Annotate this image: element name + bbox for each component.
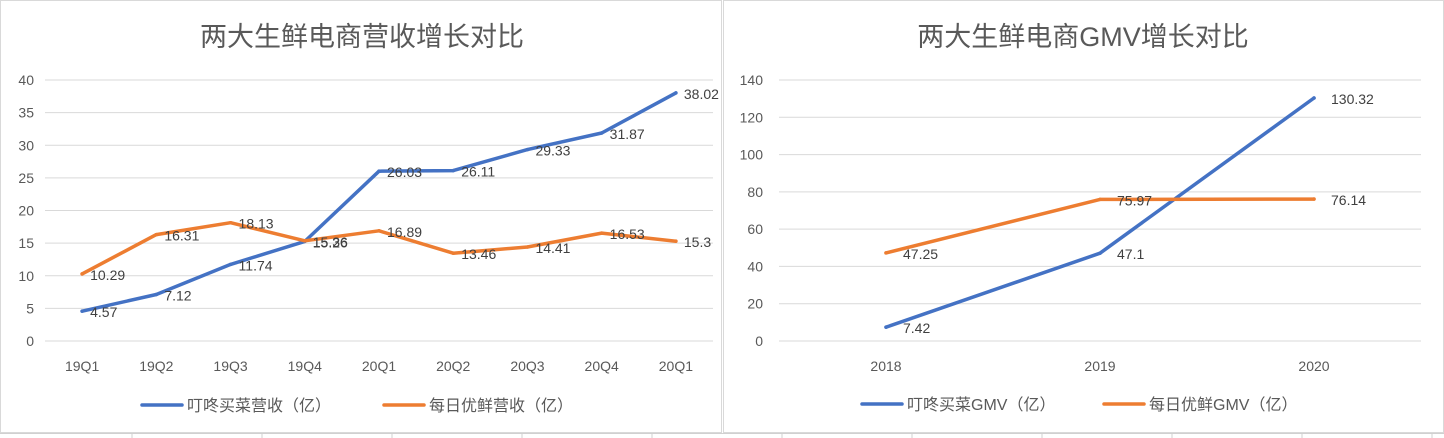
data-label: 7.12 — [164, 288, 191, 304]
data-point — [80, 309, 84, 313]
y-tick-label: 10 — [18, 268, 34, 284]
y-tick-label: 15 — [18, 235, 34, 251]
chart-panel-revenue[interactable] — [0, 0, 722, 433]
data-point — [228, 262, 233, 267]
x-tick-label: 2020 — [1298, 358, 1329, 374]
data-point — [599, 231, 604, 235]
data-label: 13.46 — [461, 246, 496, 262]
data-label: 14.41 — [535, 240, 570, 256]
y-tick-label: 60 — [747, 221, 763, 237]
y-tick-label: 40 — [747, 258, 763, 274]
legend-label: 叮咚买菜营收（亿） — [187, 397, 331, 415]
chart-title: 两大生鲜电商营收增长对比 — [200, 22, 524, 52]
data-point — [303, 239, 307, 243]
y-tick-label: 25 — [18, 170, 34, 186]
series-0: 7.42 47.1 130.32 — [884, 91, 1374, 336]
data-label: 38.02 — [684, 86, 719, 102]
y-tick-label: 40 — [18, 72, 34, 88]
series-1: 10.29 16.31 18.13 15.36 16.89 13.46 14.41 16.53… — [80, 216, 711, 283]
data-point — [451, 168, 455, 173]
data-point — [228, 220, 233, 225]
revenue-line-chart: 两大生鲜电商营收增长对比 0 5 10 15 20 25 30 35 40 19Q1 19Q2 19Q3… — [18, 22, 719, 415]
legend-label: 每日优鲜营收（亿） — [429, 397, 573, 415]
data-label: 76.14 — [1331, 192, 1366, 208]
data-label: 29.33 — [535, 143, 570, 159]
data-label: 16.53 — [610, 226, 645, 242]
y-tick-label: 100 — [740, 147, 764, 163]
data-label: 130.32 — [1331, 91, 1374, 107]
x-tick-label: 20Q3 — [510, 358, 544, 374]
data-label: 10.29 — [90, 267, 125, 283]
y-tick-label: 120 — [740, 109, 764, 125]
data-label: 75.97 — [1117, 192, 1152, 208]
data-label: 18.13 — [239, 216, 274, 232]
data-label: 26.11 — [461, 164, 495, 180]
data-label: 16.89 — [387, 224, 422, 240]
data-point — [884, 251, 888, 255]
x-tick-label: 19Q4 — [288, 358, 322, 374]
data-label: 47.25 — [903, 246, 938, 262]
legend-item: 叮咚买菜营收（亿） — [140, 397, 331, 415]
y-tick-label: 35 — [18, 105, 34, 121]
data-point — [154, 292, 159, 297]
data-label: 47.1 — [1117, 246, 1144, 262]
chart-panel-gmv[interactable] — [723, 0, 1444, 433]
data-point — [1098, 197, 1102, 202]
y-tick-label: 30 — [18, 137, 34, 153]
data-point — [80, 272, 84, 276]
sheet-background — [0, 433, 1444, 438]
y-tick-label: 80 — [747, 184, 763, 200]
x-tick-label: 20Q1 — [659, 358, 693, 374]
x-tick-label: 20Q2 — [436, 358, 470, 374]
legend-item: 每日优鲜GMV（亿） — [1102, 396, 1297, 414]
data-point — [674, 91, 678, 95]
data-label: 15.36 — [313, 234, 348, 250]
data-point — [1312, 96, 1316, 100]
data-point — [377, 229, 381, 233]
gmv-line-chart: 两大生鲜电商GMV增长对比 0 20 40 60 80 100 120 140 2018 2019 2… — [740, 22, 1421, 414]
x-tick-label: 20Q1 — [362, 358, 396, 374]
data-label: 15.3 — [684, 234, 711, 250]
legend-item: 每日优鲜营收（亿） — [382, 397, 573, 415]
data-point — [884, 325, 888, 329]
data-point — [451, 251, 455, 255]
legend-label: 每日优鲜GMV（亿） — [1149, 396, 1297, 414]
y-tick-label: 20 — [18, 203, 34, 219]
data-label: 26.03 — [387, 164, 422, 180]
y-tick-label: 5 — [26, 300, 34, 316]
data-point — [525, 245, 530, 249]
series-1: 47.25 75.97 76.14 — [884, 192, 1366, 262]
y-tick-label: 0 — [26, 333, 34, 349]
data-point — [674, 239, 678, 243]
x-tick-label: 19Q2 — [139, 358, 173, 374]
data-point — [154, 232, 159, 237]
data-label: 7.42 — [903, 320, 930, 336]
x-tick-label: 20Q4 — [585, 358, 619, 374]
data-point — [599, 131, 604, 135]
x-tick-label: 2019 — [1084, 358, 1115, 374]
data-label: 4.57 — [90, 304, 117, 320]
x-tick-label: 19Q3 — [213, 358, 247, 374]
y-tick-label: 140 — [740, 72, 764, 88]
chart-title: 两大生鲜电商GMV增长对比 — [917, 22, 1249, 52]
y-tick-label: 20 — [747, 296, 763, 312]
data-label: 31.87 — [610, 126, 645, 142]
legend-label: 叮咚买菜GMV（亿） — [907, 396, 1055, 414]
data-label: 16.31 — [164, 228, 199, 244]
y-tick-label: 0 — [755, 333, 763, 349]
data-point — [1098, 251, 1102, 255]
data-point — [525, 147, 530, 152]
data-point — [1312, 197, 1316, 201]
data-label: 11.74 — [239, 257, 273, 273]
x-tick-label: 19Q1 — [65, 358, 99, 374]
data-point — [377, 169, 381, 173]
x-tick-label: 2018 — [870, 358, 901, 374]
legend-item: 叮咚买菜GMV（亿） — [860, 396, 1055, 414]
